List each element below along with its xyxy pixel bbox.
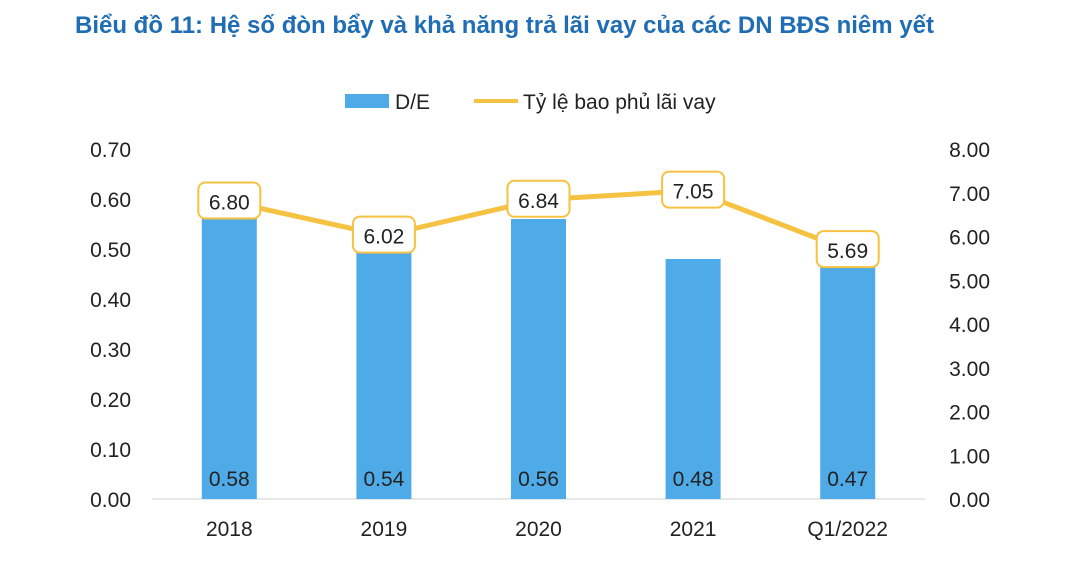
line-data-label: 6.84	[518, 190, 559, 213]
line-data-label-box	[661, 170, 726, 209]
legend-label-coverage: Tỷ lệ bao phủ lãi vay	[523, 91, 716, 114]
x-axis-tick: 2019	[361, 518, 408, 541]
left-axis-tick: 0.50	[90, 239, 131, 262]
line-data-label-box	[506, 179, 571, 218]
bar-de	[820, 264, 876, 499]
bar-data-label: 0.54	[363, 468, 404, 491]
right-axis-tick: 8.00	[949, 139, 990, 162]
right-axis-tick: 3.00	[949, 358, 990, 381]
right-axis-tick: 0.00	[949, 489, 990, 512]
right-axis-tick: 2.00	[949, 402, 990, 425]
left-axis-tick: 0.30	[90, 339, 131, 362]
left-axis-tick: 0.70	[90, 139, 131, 162]
bar-de	[511, 219, 566, 499]
line-data-label-box	[351, 215, 416, 254]
right-axis-tick: 1.00	[949, 445, 990, 468]
bar-data-label: 0.48	[673, 468, 714, 491]
x-axis-tick: Q1/2022	[807, 518, 888, 541]
chart-title: Biểu đồ 11: Hệ số đòn bẩy và khả năng tr…	[75, 12, 934, 39]
line-data-label-box	[815, 230, 880, 269]
line-data-label: 7.05	[673, 181, 714, 204]
line-data-label-box	[197, 181, 262, 220]
bar-de	[356, 229, 412, 499]
left-axis-tick: 0.10	[90, 439, 131, 462]
legend-swatch-de	[345, 94, 389, 108]
bar-data-label: 0.56	[518, 468, 559, 491]
left-axis-tick: 0.40	[90, 289, 131, 312]
line-data-label: 6.02	[363, 226, 404, 249]
right-axis-tick: 5.00	[949, 270, 990, 293]
right-axis-tick: 7.00	[949, 183, 990, 206]
x-axis-tick: 2018	[206, 518, 253, 541]
bar-de	[201, 209, 257, 499]
bar-de	[665, 259, 721, 499]
line-data-label: 6.80	[209, 192, 250, 215]
bar-data-label: 0.58	[209, 468, 250, 491]
line-data-label: 5.69	[827, 240, 868, 263]
x-axis-tick: 2020	[515, 518, 562, 541]
left-axis-tick: 0.20	[90, 389, 131, 412]
bar-data-label: 0.47	[827, 468, 868, 491]
left-axis-tick: 0.60	[90, 189, 131, 212]
right-axis-tick: 4.00	[949, 314, 990, 337]
left-axis-tick: 0.00	[90, 489, 131, 512]
legend-label-de: D/E	[395, 91, 430, 114]
x-axis-tick: 2021	[670, 518, 717, 541]
right-axis-tick: 6.00	[949, 227, 990, 250]
